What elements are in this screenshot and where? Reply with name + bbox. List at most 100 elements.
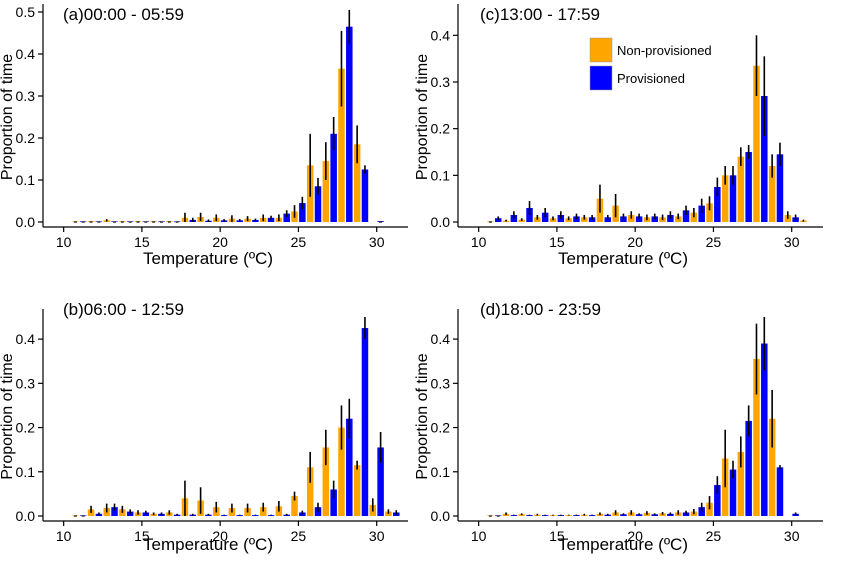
bar	[322, 447, 330, 516]
bar	[306, 467, 314, 516]
bar	[361, 328, 369, 516]
series-non-provisioned	[487, 35, 807, 223]
y-tick-label: 0.0	[16, 214, 36, 230]
series-provisioned	[494, 56, 799, 222]
x-tick-label: 20	[627, 234, 643, 250]
y-axis-label: Proportion of time	[414, 54, 431, 180]
x-tick-label: 30	[369, 528, 385, 544]
bar	[635, 514, 643, 516]
bar	[541, 212, 549, 222]
panel-title: (c)13:00 - 17:59	[480, 5, 600, 24]
chart-panel-d: 0.0 0.1 0.2 0.3 0.4 10 15 20 25 30 Temperature (ºC…	[414, 300, 823, 554]
y-tick-label: 0.4	[16, 46, 36, 62]
y-tick-label: 0.0	[431, 214, 451, 230]
y-tick-label: 0.2	[431, 121, 451, 137]
x-tick-label: 15	[549, 234, 565, 250]
y-tick-label: 0.2	[16, 130, 36, 146]
bar	[721, 175, 729, 222]
x-tick-label: 25	[706, 234, 722, 250]
y-tick-label: 0.4	[16, 331, 36, 347]
series-non-provisioned	[487, 323, 776, 517]
y-tick-label: 0.5	[16, 4, 36, 20]
bar	[729, 469, 737, 516]
series-non-provisioned	[72, 405, 392, 517]
bar	[338, 68, 345, 222]
x-tick-label: 25	[291, 528, 307, 544]
bar	[330, 133, 337, 222]
x-axis-label: Temperature (ºC)	[558, 249, 688, 268]
bar	[314, 186, 322, 222]
x-tick-label: 15	[549, 528, 565, 544]
bar	[745, 152, 752, 222]
bar	[776, 154, 784, 222]
bar	[353, 465, 361, 516]
bar	[698, 205, 705, 222]
x-tick-label: 15	[134, 234, 150, 250]
y-axis-label: Proportion of time	[0, 54, 16, 180]
bar	[761, 96, 768, 222]
x-tick-label: 25	[291, 234, 307, 250]
bar	[377, 447, 384, 516]
bar	[737, 156, 745, 222]
y-tick-label: 0.3	[431, 375, 451, 391]
y-tick-label: 0.1	[16, 464, 36, 480]
y-tick-label: 0.3	[16, 88, 36, 104]
series-provisioned	[79, 317, 400, 517]
bar	[768, 166, 776, 222]
y-tick-label: 0.0	[16, 508, 36, 524]
y-tick-label: 0.3	[431, 74, 451, 90]
panel-title: (b)06:00 - 12:59	[63, 300, 184, 319]
x-tick-label: 25	[706, 528, 722, 544]
chart-panel-c: 0.0 0.1 0.2 0.3 0.4 10 15 20 25 30 Temperature (ºC…	[414, 4, 823, 268]
legend-swatch	[589, 65, 613, 91]
x-tick-label: 30	[369, 234, 385, 250]
y-tick-label: 0.2	[431, 420, 451, 436]
bar	[299, 203, 306, 222]
bar	[322, 161, 330, 222]
bar	[346, 418, 353, 516]
legend-swatch	[589, 37, 613, 63]
series-provisioned	[494, 317, 799, 517]
bar	[737, 451, 745, 516]
x-tick-label: 15	[134, 528, 150, 544]
bar	[761, 343, 768, 516]
panel-title: (a)00:00 - 05:59	[63, 5, 184, 24]
chart-panel-b: 0.0 0.1 0.2 0.3 0.4 10 15 20 25 30 Temperature (ºC…	[0, 300, 408, 554]
bar	[361, 169, 369, 222]
bar	[753, 65, 760, 223]
y-tick-label: 0.4	[431, 331, 451, 347]
legend-label: Non-provisioned	[617, 43, 712, 58]
bar	[353, 144, 361, 222]
y-axis-label: Proportion of time	[414, 353, 431, 479]
x-tick-label: 10	[56, 234, 72, 250]
bar	[111, 507, 118, 516]
y-tick-label: 0.1	[16, 172, 36, 188]
bar	[776, 467, 784, 516]
bar	[690, 212, 698, 222]
x-axis-label: Temperature (ºC)	[143, 249, 273, 268]
y-tick-label: 0.0	[431, 508, 451, 524]
series-provisioned	[79, 9, 384, 223]
x-tick-label: 10	[471, 234, 487, 250]
legend-label: Provisioned	[617, 71, 685, 86]
y-tick-label: 0.4	[431, 27, 451, 43]
y-tick-label: 0.1	[431, 464, 451, 480]
x-tick-label: 20	[627, 528, 643, 544]
bar	[729, 175, 737, 222]
x-axis-label: Temperature (ºC)	[143, 535, 273, 554]
y-tick-label: 0.2	[16, 420, 36, 436]
bar	[291, 496, 298, 516]
bar	[283, 213, 290, 222]
bar	[706, 203, 713, 222]
bar	[714, 187, 721, 222]
y-axis-label: Proportion of time	[0, 353, 16, 479]
panel-title: (d)18:00 - 23:59	[480, 300, 601, 319]
y-tick-label: 0.3	[16, 375, 36, 391]
y-tick-label: 0.1	[431, 167, 451, 183]
bar	[745, 420, 752, 516]
x-axis-label: Temperature (ºC)	[558, 535, 688, 554]
x-tick-label: 10	[471, 528, 487, 544]
bar	[714, 485, 721, 516]
chart-panel-a: 0.0 0.1 0.2 0.3 0.4 0.5 10 15 20 25 30 Temperature …	[0, 4, 408, 268]
